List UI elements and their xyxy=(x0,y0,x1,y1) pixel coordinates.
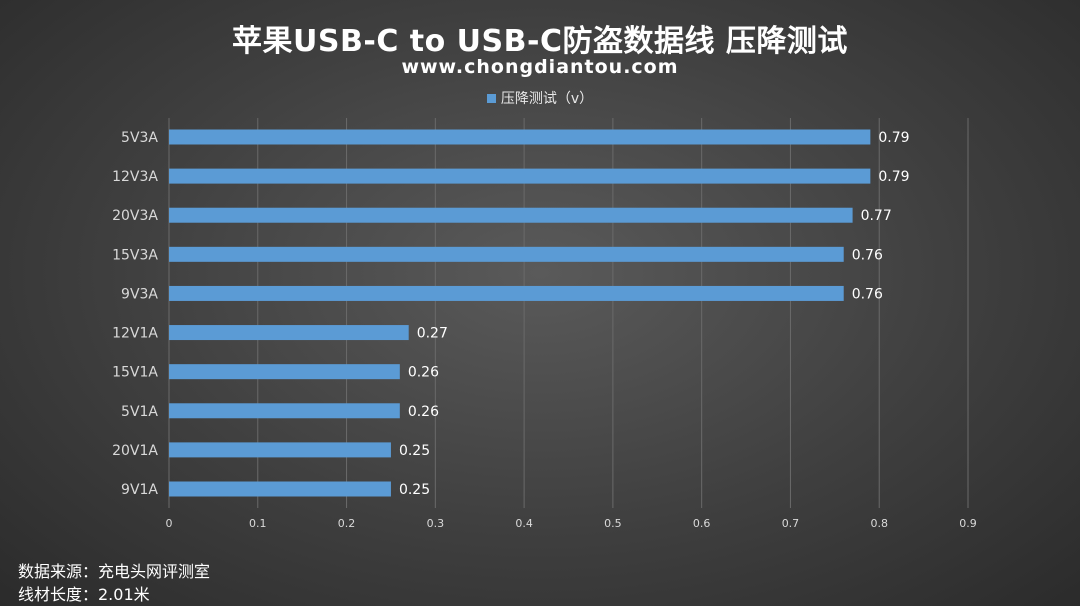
bar xyxy=(169,403,400,419)
data-label: 0.77 xyxy=(861,208,892,224)
legend-swatch xyxy=(486,93,496,103)
data-label: 0.79 xyxy=(878,130,909,146)
bar xyxy=(169,442,391,458)
bar xyxy=(169,129,871,145)
x-tick-label: 0.8 xyxy=(870,517,888,530)
data-label: 0.76 xyxy=(852,247,883,263)
data-label: 0.79 xyxy=(878,169,909,185)
x-tick-label: 0.3 xyxy=(427,517,445,530)
data-label: 0.26 xyxy=(408,365,439,381)
chart-title: 苹果USB-C to USB-C防盗数据线 压降测试 xyxy=(232,24,848,59)
x-tick-label: 0.6 xyxy=(693,517,711,530)
data-label: 0.27 xyxy=(417,326,448,342)
x-tick-label: 0.7 xyxy=(782,517,800,530)
category-label: 20V3A xyxy=(112,208,158,224)
category-label: 9V1A xyxy=(121,482,158,498)
x-tick-label: 0.1 xyxy=(249,517,267,530)
data-label: 0.26 xyxy=(408,404,439,420)
category-label: 20V1A xyxy=(112,443,158,459)
category-label: 9V3A xyxy=(121,286,158,302)
cable-length-note: 线材长度：2.01米 xyxy=(18,585,150,604)
data-label: 0.25 xyxy=(399,482,430,498)
x-tick-label: 0.2 xyxy=(338,517,356,530)
bar xyxy=(169,285,844,301)
bar xyxy=(169,364,400,380)
category-label: 12V3A xyxy=(112,169,158,185)
data-label: 0.76 xyxy=(852,286,883,302)
x-tick-label: 0.4 xyxy=(515,517,533,530)
bar xyxy=(169,246,844,262)
bar xyxy=(169,207,853,223)
chart-legend: 压降测试（v） xyxy=(0,88,1080,108)
category-label: 5V1A xyxy=(121,404,158,420)
category-label: 12V1A xyxy=(112,326,158,342)
legend-label: 压降测试（v） xyxy=(500,91,594,107)
data-label: 0.25 xyxy=(399,443,430,459)
x-tick-label: 0 xyxy=(166,517,173,530)
category-label: 15V3A xyxy=(112,247,158,263)
bar xyxy=(169,168,871,184)
bar xyxy=(169,481,391,497)
category-label: 15V1A xyxy=(112,365,158,381)
bar xyxy=(169,325,409,341)
category-label: 5V3A xyxy=(121,130,158,146)
x-tick-label: 0.5 xyxy=(604,517,622,530)
chart-subtitle: www.chongdiantou.com xyxy=(401,56,679,78)
data-source-note: 数据来源：充电头网评测室 xyxy=(18,562,211,581)
x-tick-label: 0.9 xyxy=(959,517,977,530)
